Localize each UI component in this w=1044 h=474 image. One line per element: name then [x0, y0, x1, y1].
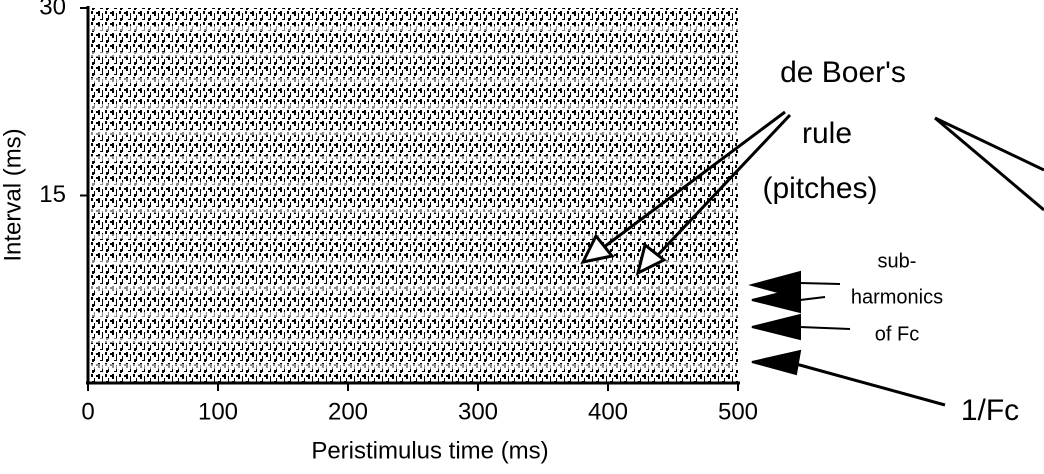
- x-tick-label: 200: [328, 398, 368, 425]
- annotation: de Boer's: [780, 56, 906, 89]
- y-tick-label: 15: [39, 181, 66, 208]
- annotation: rule: [802, 117, 852, 150]
- y-axis-label: Interval (ms): [0, 128, 26, 261]
- annotation: 1/Fc: [961, 394, 1019, 427]
- annotation: sub-: [878, 250, 917, 272]
- plot-area: [88, 8, 738, 383]
- x-tick-label: 300: [458, 398, 498, 425]
- annotation: of Fc: [875, 323, 919, 345]
- x-tick-label: 0: [81, 398, 94, 425]
- x-axis-label: Peristimulus time (ms): [311, 437, 548, 464]
- annotation: harmonics: [851, 286, 943, 308]
- x-tick-label: 500: [718, 398, 758, 425]
- y-tick-label: 30: [39, 0, 66, 20]
- subharmonic-arrows: [748, 270, 946, 407]
- raster-bands: [88, 8, 738, 383]
- pitch-arrows: [580, 110, 1044, 276]
- annotation: (pitches): [762, 172, 877, 205]
- x-tick-label: 400: [588, 398, 628, 425]
- x-tick-label: 100: [198, 398, 238, 425]
